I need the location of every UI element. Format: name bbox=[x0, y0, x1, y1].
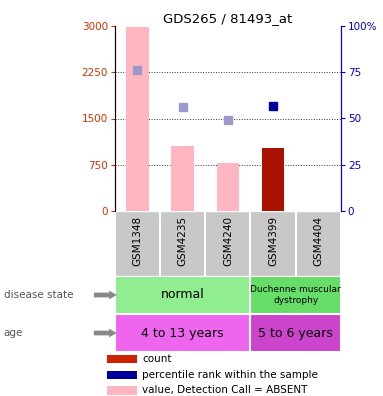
Bar bbox=[126, 27, 149, 211]
Text: Duchenne muscular
dystrophy: Duchenne muscular dystrophy bbox=[250, 285, 341, 305]
Bar bbox=[262, 148, 284, 211]
Text: normal: normal bbox=[161, 289, 205, 301]
Text: GSM4235: GSM4235 bbox=[178, 216, 188, 267]
Text: 4 to 13 years: 4 to 13 years bbox=[141, 326, 224, 339]
Text: 5 to 6 years: 5 to 6 years bbox=[258, 326, 333, 339]
Text: age: age bbox=[4, 328, 23, 338]
Bar bbox=[107, 371, 137, 379]
Bar bbox=[107, 355, 137, 364]
Text: value, Detection Call = ABSENT: value, Detection Call = ABSENT bbox=[142, 385, 308, 395]
Bar bbox=[250, 276, 341, 314]
Text: GSM4404: GSM4404 bbox=[313, 216, 323, 266]
Text: disease state: disease state bbox=[4, 290, 73, 300]
Text: percentile rank within the sample: percentile rank within the sample bbox=[142, 370, 318, 380]
Bar bbox=[250, 314, 341, 352]
Bar bbox=[171, 146, 194, 211]
Bar bbox=[115, 276, 250, 314]
Bar bbox=[216, 163, 239, 211]
Bar bbox=[115, 314, 250, 352]
Title: GDS265 / 81493_at: GDS265 / 81493_at bbox=[163, 12, 293, 25]
Text: GSM4240: GSM4240 bbox=[223, 216, 233, 266]
Text: GSM1348: GSM1348 bbox=[133, 216, 142, 267]
Text: count: count bbox=[142, 354, 172, 364]
Text: GSM4399: GSM4399 bbox=[268, 216, 278, 267]
Bar bbox=[107, 386, 137, 394]
